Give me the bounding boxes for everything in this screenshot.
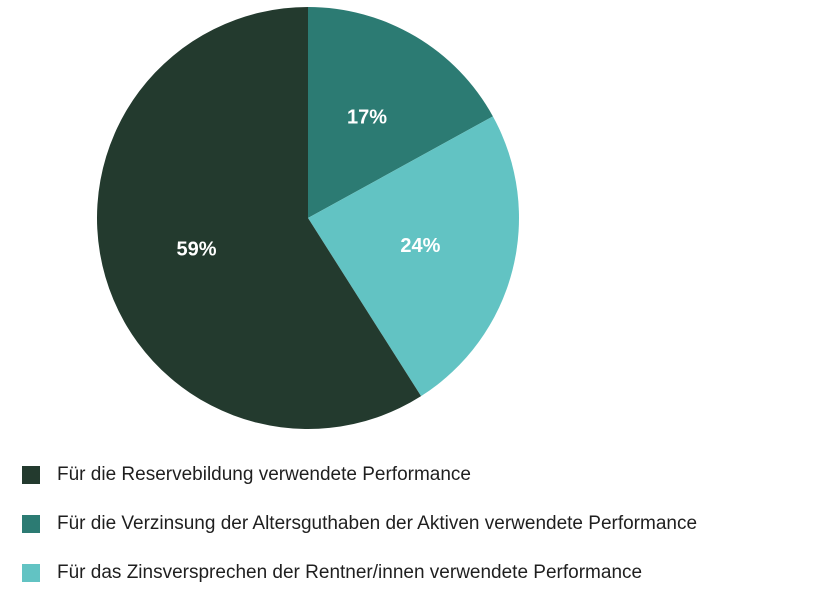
legend-item-pensioner-promise: Für das Zinsversprechen der Rentner/inne… [22,548,697,597]
slice-label-active-interest: 17% [347,106,387,128]
chart-legend: Für die Reservebildung verwendete Perfor… [22,450,697,597]
legend-swatch-active-interest [22,514,40,533]
slice-label-pensioner-promise: 24% [400,235,440,257]
legend-swatch-reserve [22,465,40,484]
legend-label-reserve: Für die Reservebildung verwendete Perfor… [57,463,471,485]
legend-swatch-pensioner-promise [22,563,40,582]
legend-label-active-interest: Für die Verzinsung der Altersguthaben de… [57,512,698,534]
slice-pensioner-promise [308,116,520,397]
slice-active-interest [308,7,493,218]
legend-item-reserve: Für die Reservebildung verwendete Perfor… [22,450,697,499]
slice-reserve [97,7,422,429]
pie-chart: 17% 24% 59% [97,7,520,429]
slice-label-reserve: 59% [177,239,217,261]
legend-label-pensioner-promise: Für das Zinsversprechen der Rentner/inne… [57,561,643,583]
legend-item-active-interest: Für die Verzinsung der Altersguthaben de… [22,499,697,548]
